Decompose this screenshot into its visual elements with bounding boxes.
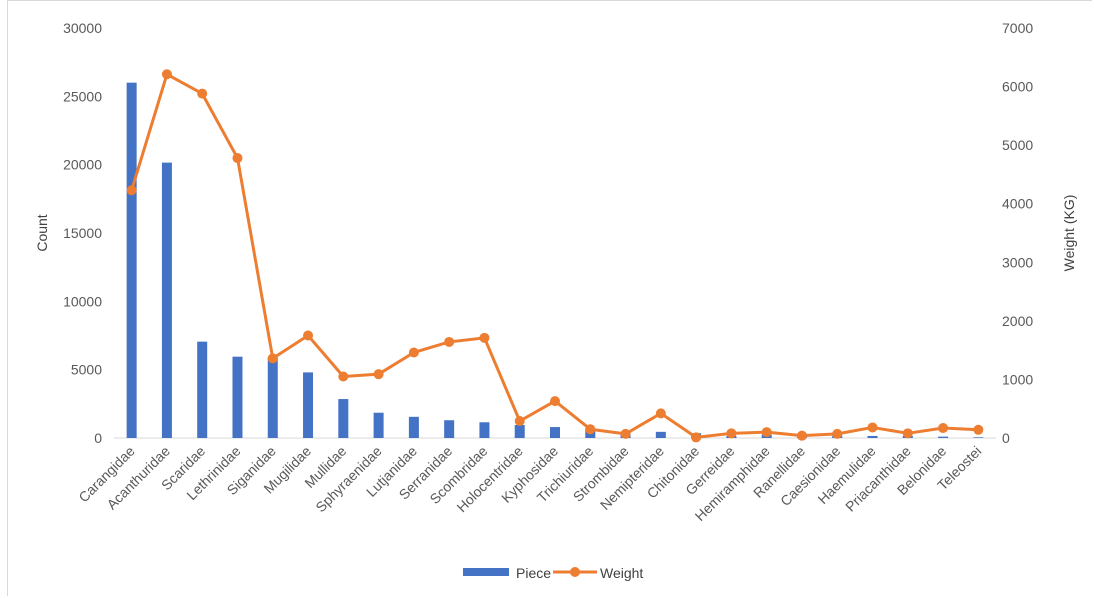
axis-layer: 0 5000 10000 15000 20000 25000 30000 0 1000 2000 3… bbox=[63, 20, 1033, 446]
weight-point bbox=[373, 369, 384, 380]
y-tick-label: 10000 bbox=[63, 293, 102, 309]
bar bbox=[267, 357, 278, 438]
bar bbox=[514, 425, 525, 438]
bar bbox=[197, 341, 208, 438]
y-axis-title: Count bbox=[34, 214, 50, 251]
bar bbox=[338, 399, 349, 438]
weight-point bbox=[832, 428, 843, 439]
bar bbox=[444, 420, 455, 438]
weight-point bbox=[197, 88, 208, 99]
y2-tick-label: 6000 bbox=[1002, 79, 1033, 95]
y2-tick-label: 0 bbox=[1002, 430, 1010, 446]
bar bbox=[373, 412, 384, 438]
weight-point bbox=[161, 69, 172, 80]
bar bbox=[973, 437, 984, 438]
weight-point bbox=[796, 430, 807, 441]
legend: Piece Weight bbox=[463, 565, 643, 581]
weight-point bbox=[550, 396, 560, 407]
y2-tick-label: 2000 bbox=[1002, 313, 1033, 329]
weight-point bbox=[303, 330, 314, 341]
bar bbox=[655, 431, 666, 438]
weight-point bbox=[655, 408, 666, 419]
legend-weight-marker bbox=[570, 567, 580, 577]
y2-tick-label: 4000 bbox=[1002, 196, 1033, 212]
bar bbox=[161, 162, 172, 438]
bar bbox=[550, 427, 560, 438]
weight-point bbox=[514, 416, 525, 427]
weight-point bbox=[444, 336, 455, 347]
legend-piece-swatch bbox=[463, 568, 509, 576]
weight-point bbox=[267, 353, 278, 364]
weight-point bbox=[867, 422, 878, 433]
y-tick-label: 25000 bbox=[63, 88, 102, 104]
y2-tick-label: 5000 bbox=[1002, 137, 1033, 153]
y2-tick-label: 7000 bbox=[1002, 20, 1033, 36]
y2-tick-label: 1000 bbox=[1002, 371, 1033, 387]
bar bbox=[479, 422, 490, 438]
line-series-weight bbox=[126, 69, 984, 443]
y-tick-label: 0 bbox=[94, 430, 102, 446]
legend-piece-label: Piece bbox=[516, 565, 551, 581]
y2-tick-label: 3000 bbox=[1002, 254, 1033, 270]
y-tick-label: 30000 bbox=[63, 20, 102, 36]
y-tick-label: 15000 bbox=[63, 225, 102, 241]
bar bbox=[408, 416, 419, 438]
weight-point bbox=[691, 432, 702, 443]
chart-border bbox=[7, 0, 1092, 596]
weight-point bbox=[761, 427, 772, 438]
weight-point bbox=[902, 428, 913, 439]
weight-point bbox=[726, 428, 737, 439]
weight-point bbox=[479, 332, 490, 343]
bar bbox=[232, 356, 243, 438]
y-tick-label: 5000 bbox=[71, 362, 102, 378]
weight-point bbox=[126, 185, 137, 196]
bar-series-piece bbox=[126, 82, 984, 439]
bar bbox=[303, 372, 314, 438]
weight-point bbox=[232, 153, 243, 164]
weight-line bbox=[130, 72, 979, 439]
y-tick-label: 20000 bbox=[63, 157, 102, 173]
bar bbox=[938, 436, 949, 438]
bar bbox=[126, 82, 137, 439]
bar bbox=[867, 435, 878, 438]
weight-point bbox=[585, 424, 596, 435]
weight-point bbox=[338, 371, 349, 382]
x-tick-labels: CarangidaeAcanthuridaeScaridaeLethrinida… bbox=[75, 443, 984, 524]
weight-point bbox=[938, 423, 949, 434]
weight-point bbox=[973, 424, 984, 435]
weight-point bbox=[620, 428, 631, 439]
y2-axis-title: Weight (KG) bbox=[1061, 195, 1077, 272]
legend-weight-label: Weight bbox=[600, 565, 643, 581]
weight-point bbox=[408, 347, 419, 358]
